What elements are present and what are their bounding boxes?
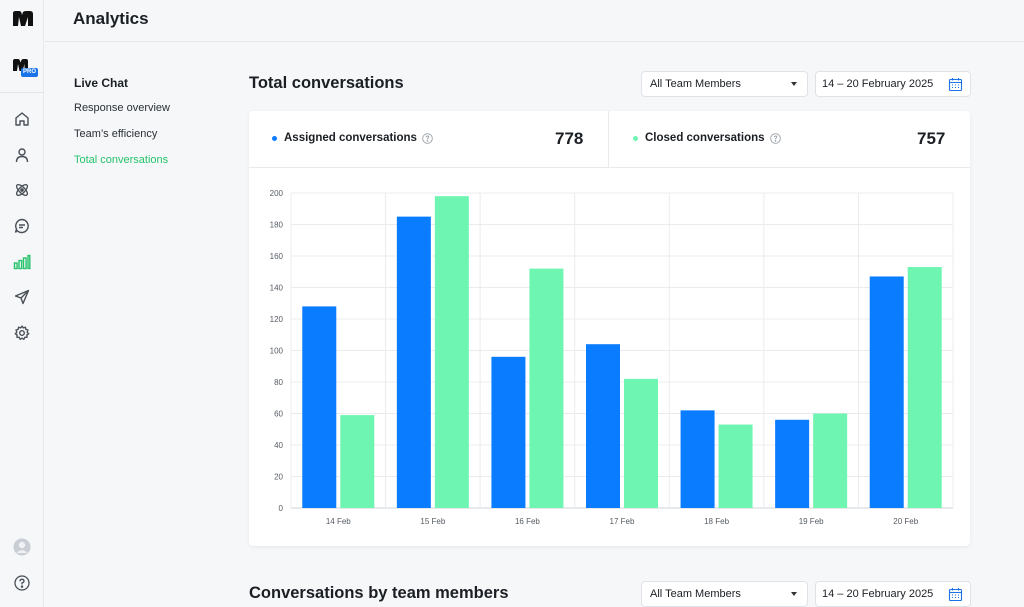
bar-assigned bbox=[775, 419, 810, 508]
send-icon[interactable] bbox=[12, 287, 32, 307]
x-tick-label: 14 Feb bbox=[326, 517, 351, 526]
closed-label-text: Closed conversations bbox=[645, 132, 765, 144]
home-icon[interactable] bbox=[12, 109, 32, 129]
info-icon[interactable] bbox=[769, 132, 781, 144]
integrations-icon[interactable] bbox=[12, 180, 32, 200]
profile-avatar-icon[interactable] bbox=[12, 537, 32, 557]
subnav-heading-live-chat: Live Chat bbox=[74, 76, 129, 90]
info-icon[interactable] bbox=[422, 132, 433, 144]
pro-badge: PRO bbox=[21, 68, 39, 77]
chevron-down-icon bbox=[791, 82, 797, 86]
calendar-icon bbox=[948, 77, 963, 95]
y-tick-label: 160 bbox=[270, 252, 284, 261]
bar-assigned bbox=[491, 356, 526, 508]
subnav-item-response-overview[interactable]: Response overview bbox=[74, 102, 170, 114]
section-title-conversations-by-team-members: Conversations by team members bbox=[249, 584, 509, 602]
y-tick-label: 140 bbox=[270, 284, 284, 293]
bar-assigned bbox=[302, 306, 337, 508]
subnav-item-teams-efficiency[interactable]: Team’s efficiency bbox=[74, 128, 158, 140]
closed-conversations-value: 757 bbox=[917, 129, 946, 148]
bar-assigned bbox=[586, 344, 620, 508]
brand-logo[interactable] bbox=[11, 9, 35, 29]
settings-icon[interactable] bbox=[12, 323, 32, 343]
y-tick-label: 180 bbox=[270, 221, 284, 230]
bar-closed bbox=[907, 267, 942, 508]
assigned-label-text: Assigned conversations bbox=[284, 132, 417, 144]
page-title: Analytics bbox=[73, 9, 149, 28]
analytics-icon[interactable] bbox=[12, 252, 32, 272]
y-tick-label: 40 bbox=[274, 441, 283, 450]
assigned-conversations-stat: Assigned conversations 778 bbox=[249, 111, 609, 167]
x-tick-label: 18 Feb bbox=[704, 517, 729, 526]
bar-assigned bbox=[396, 216, 431, 508]
y-tick-label: 200 bbox=[270, 189, 284, 198]
chevron-down-icon bbox=[791, 592, 797, 596]
date-range-value: 14 – 20 February 2025 bbox=[822, 78, 934, 90]
section-title-total-conversations: Total conversations bbox=[249, 74, 404, 92]
rail-divider bbox=[0, 92, 44, 93]
x-tick-label: 17 Feb bbox=[610, 517, 635, 526]
bar-closed bbox=[434, 196, 469, 508]
bar-assigned bbox=[869, 276, 904, 508]
chat-icon[interactable] bbox=[12, 216, 32, 236]
y-tick-label: 20 bbox=[274, 473, 283, 482]
bar-closed bbox=[813, 413, 848, 508]
team-members-select-2-value: All Team Members bbox=[650, 588, 741, 600]
assigned-conversations-label: Assigned conversations bbox=[272, 132, 433, 144]
closed-legend-dot bbox=[633, 135, 638, 141]
user-icon[interactable] bbox=[12, 145, 32, 165]
subnav-item-total-conversations[interactable]: Total conversations bbox=[74, 154, 169, 166]
closed-conversations-label: Closed conversations bbox=[633, 132, 781, 144]
bar-closed bbox=[340, 415, 375, 508]
closed-conversations-stat: Closed conversations 757 bbox=[610, 111, 970, 167]
calendar-icon bbox=[948, 587, 963, 605]
y-tick-label: 0 bbox=[279, 504, 284, 513]
y-tick-label: 100 bbox=[270, 347, 284, 356]
bar-assigned bbox=[680, 410, 715, 508]
team-members-select[interactable]: All Team Members bbox=[641, 71, 808, 97]
analytics-subnav: Live Chat Response overview Team’s effic… bbox=[74, 76, 224, 180]
bar-closed bbox=[624, 378, 658, 508]
conversations-bar-chart: 0 20 40 60 80 100 120 140 160 180 200 14 Feb 15 Feb 1… bbox=[270, 189, 954, 526]
card-divider bbox=[249, 167, 970, 168]
date-range-picker-2[interactable]: 14 – 20 February 2025 bbox=[815, 581, 971, 607]
help-icon[interactable] bbox=[12, 573, 32, 593]
icon-rail: PRO bbox=[0, 0, 44, 607]
bar-closed bbox=[529, 268, 564, 508]
bar-closed bbox=[718, 424, 753, 508]
assigned-legend-dot bbox=[272, 135, 277, 141]
x-tick-label: 15 Feb bbox=[420, 517, 445, 526]
workspace-avatar[interactable]: PRO bbox=[12, 58, 39, 80]
x-tick-label: 16 Feb bbox=[515, 517, 540, 526]
assigned-conversations-value: 778 bbox=[555, 129, 584, 148]
x-tick-label: 19 Feb bbox=[799, 517, 824, 526]
y-tick-label: 80 bbox=[274, 378, 283, 387]
y-tick-label: 120 bbox=[270, 315, 284, 324]
team-members-select-2[interactable]: All Team Members bbox=[641, 581, 808, 607]
y-tick-label: 60 bbox=[274, 410, 283, 419]
x-tick-label: 20 Feb bbox=[893, 517, 918, 526]
date-range-2-value: 14 – 20 February 2025 bbox=[822, 588, 934, 600]
team-members-select-value: All Team Members bbox=[650, 78, 741, 90]
page-header: Analytics bbox=[45, 0, 1024, 42]
date-range-picker[interactable]: 14 – 20 February 2025 bbox=[815, 71, 971, 97]
